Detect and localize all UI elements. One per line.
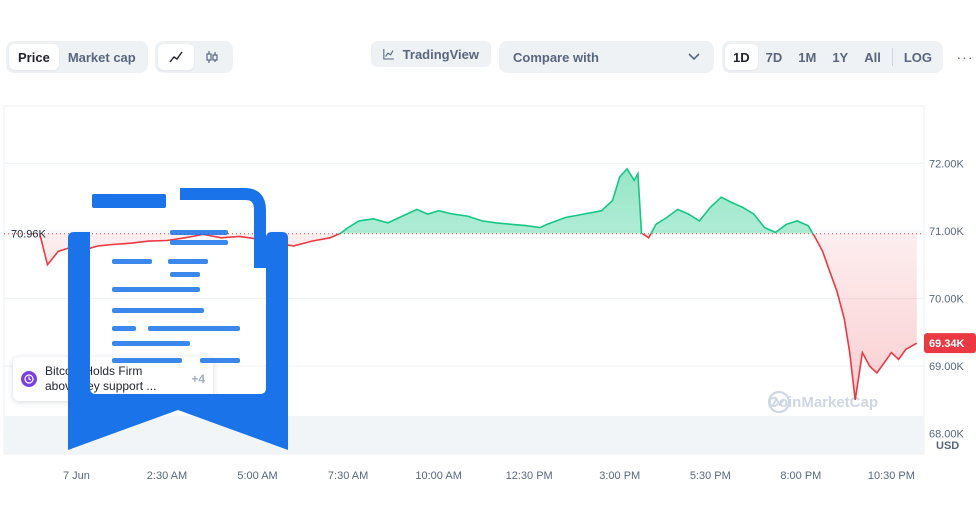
x-axis: 7 Jun 2:30 AM 5:00 AM 7:30 AM 10:00 AM 12:30 … bbox=[63, 470, 915, 482]
x-tick-label: 10:30 PM bbox=[868, 470, 915, 482]
document-overlay-icon bbox=[68, 188, 288, 450]
x-tick-label: 7 Jun bbox=[63, 470, 90, 482]
y-tick-label: 71.00K bbox=[929, 226, 965, 238]
current-price-badge: 69.34K bbox=[924, 333, 976, 354]
reference-price-label: 70.96K bbox=[11, 229, 47, 241]
area-below-reference bbox=[40, 233, 917, 400]
compare-with-select[interactable]: Compare with bbox=[499, 41, 714, 73]
range-divider bbox=[891, 48, 893, 66]
y-axis: 72.00K 71.00K 70.00K 69.00K 68.00K bbox=[929, 158, 965, 440]
tradingview-label: TradingView bbox=[402, 46, 479, 62]
current-price-badge-bg bbox=[924, 333, 976, 354]
range-all[interactable]: All bbox=[864, 49, 881, 65]
volume-area bbox=[4, 416, 924, 454]
line-chart-button[interactable] bbox=[158, 44, 194, 70]
candlestick-button[interactable] bbox=[194, 44, 230, 70]
x-tick-label: 7:30 AM bbox=[328, 470, 368, 482]
area-above-reference bbox=[40, 168, 917, 234]
range-7d[interactable]: 7D bbox=[765, 49, 783, 65]
range-1m[interactable]: 1M bbox=[798, 49, 817, 65]
x-tick-label: 10:00 AM bbox=[415, 470, 461, 482]
candlestick-icon bbox=[206, 51, 218, 63]
y-tick-label: 72.00K bbox=[929, 158, 965, 170]
x-tick-label: 3:00 PM bbox=[599, 470, 640, 482]
y-tick-label: 70.00K bbox=[929, 294, 965, 306]
currency-label: USD bbox=[936, 440, 959, 452]
price-marketcap-toggle: Price Market cap bbox=[6, 41, 148, 73]
compare-with-label: Compare with bbox=[513, 49, 599, 65]
range-1d[interactable]: 1D bbox=[725, 44, 758, 70]
log-scale-button[interactable]: LOG bbox=[903, 49, 933, 65]
market-cap-tab[interactable]: Market cap bbox=[67, 49, 136, 65]
tradingview-icon bbox=[383, 49, 394, 60]
price-line-up bbox=[202, 167, 814, 234]
time-range-toggle: 1D 7D 1M 1Y All LOG bbox=[722, 41, 944, 73]
y-tick-label: 69.00K bbox=[929, 361, 965, 373]
x-tick-label: 12:30 PM bbox=[506, 470, 553, 482]
current-price-label: 69.34K bbox=[929, 338, 965, 350]
line-chart-icon bbox=[169, 51, 183, 63]
y-tick-label: 68.00K bbox=[929, 429, 965, 441]
more-options-button[interactable]: ··· bbox=[956, 49, 974, 65]
x-tick-label: 2:30 AM bbox=[147, 470, 187, 482]
chevron-down-icon bbox=[688, 53, 700, 61]
news-count-badge: +4 bbox=[191, 372, 205, 386]
watermark-text: CoinMarketCap bbox=[768, 394, 878, 411]
price-chart[interactable]: CoinMarketCap 70.96K 72.00K 71.00K 70.00K 6… bbox=[0, 100, 976, 500]
tradingview-button[interactable]: TradingView bbox=[371, 41, 491, 67]
price-line-down bbox=[39, 233, 918, 401]
news-clock-icon bbox=[21, 371, 37, 387]
chart-type-toggle bbox=[155, 41, 233, 73]
price-tab[interactable]: Price bbox=[9, 44, 59, 70]
watermark-logo-icon bbox=[767, 390, 791, 414]
x-tick-label: 5:30 PM bbox=[690, 470, 731, 482]
range-1y[interactable]: 1Y bbox=[832, 49, 849, 65]
x-tick-label: 5:00 AM bbox=[237, 470, 277, 482]
x-tick-label: 8:00 PM bbox=[780, 470, 821, 482]
